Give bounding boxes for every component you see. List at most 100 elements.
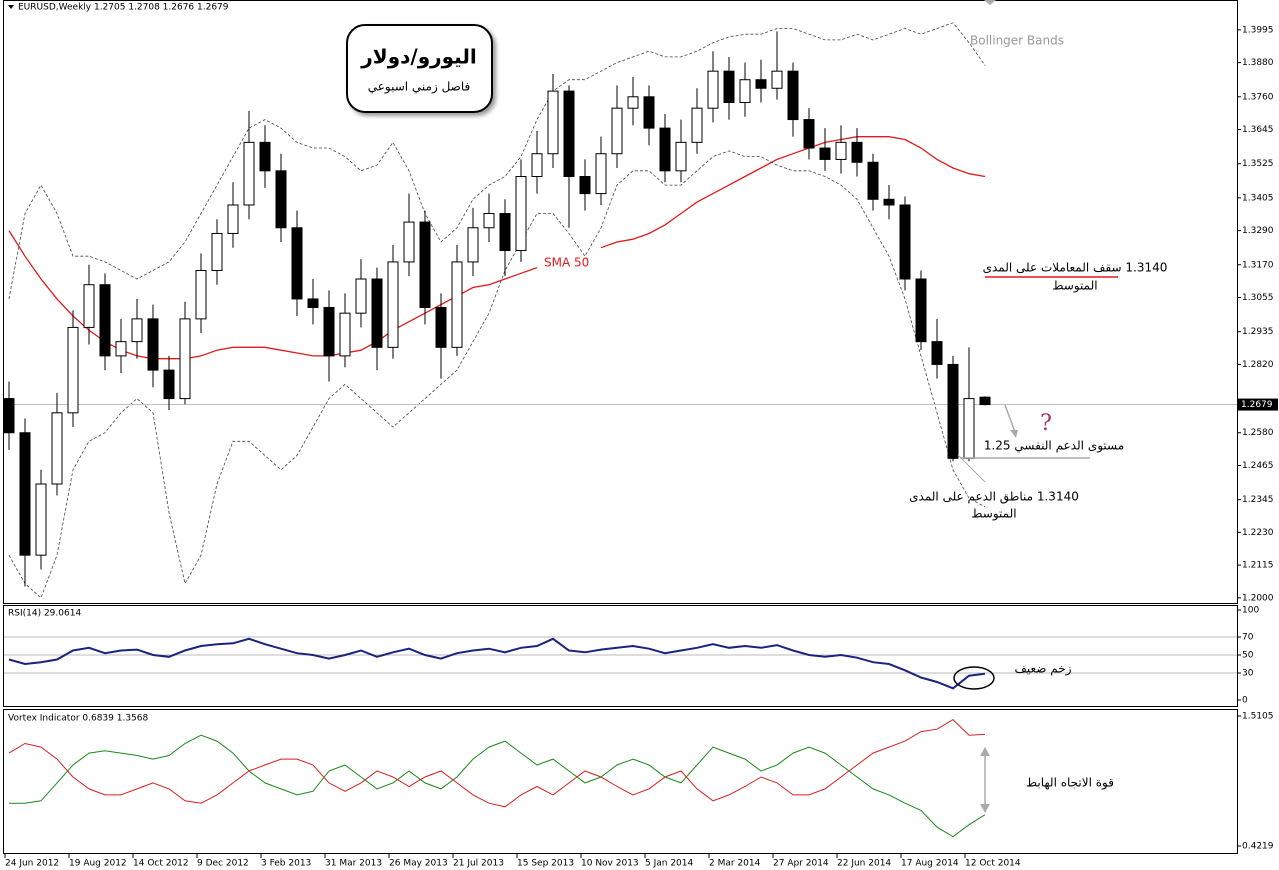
y-tick-label: 0.4219 [1242, 842, 1274, 852]
support-note-2: المتوسط [971, 507, 1016, 522]
bollinger-label: Bollinger Bands [970, 34, 1064, 48]
x-tick-label: 14 Oct 2012 [133, 859, 189, 869]
candle-body [819, 147, 831, 160]
vortex-panel [3, 709, 1238, 854]
candle-body [963, 398, 975, 459]
x-tick-label: 21 Jul 2013 [453, 859, 504, 869]
candle-body [451, 261, 463, 348]
candle-body [867, 161, 879, 200]
candle-body [35, 483, 47, 556]
y-tick-label: 1.3170 [1242, 260, 1274, 270]
moving-average [8, 136, 986, 360]
resistance-note-2: المتوسط [1052, 279, 1097, 294]
bollinger-band [8, 22, 986, 299]
price-panel [3, 0, 1238, 604]
candle-body [787, 70, 799, 121]
candle-body [19, 432, 31, 556]
candle-body [179, 318, 191, 400]
candle-body [419, 221, 431, 308]
candle-body [563, 90, 575, 178]
candle-body [979, 396, 991, 406]
y-tick-label: 1.3525 [1242, 159, 1274, 169]
candle-body [259, 141, 271, 172]
y-tick-label: 1.5105 [1242, 712, 1274, 722]
candle-body [147, 318, 159, 371]
candle-body [227, 204, 239, 234]
header-arrow [8, 5, 14, 9]
candle-body [851, 141, 863, 163]
x-tick-label: 17 Aug 2014 [901, 859, 959, 869]
candle-body [371, 278, 383, 348]
candle-body [755, 79, 767, 89]
title-sub: فاصل زمني اسبوعي [368, 80, 471, 95]
x-tick-label: 15 Sep 2013 [517, 859, 574, 869]
candle-body [291, 227, 303, 300]
candle-body [275, 170, 287, 229]
question-mark: ? [1040, 411, 1052, 436]
y-tick-label: 1.3880 [1242, 58, 1274, 68]
last-price-box [1238, 398, 1278, 411]
y-tick-label: 30 [1242, 669, 1254, 679]
y-tick-label: 1.2820 [1242, 360, 1274, 370]
x-tick-label: 2 Mar 2014 [709, 859, 761, 869]
rsi-title: RSI(14) 29.0614 [8, 609, 81, 619]
candle-body [51, 412, 63, 485]
candle-body [659, 127, 671, 172]
indicator-line [8, 637, 986, 690]
candle-body [83, 284, 95, 328]
candle-body [211, 232, 223, 271]
candle-body [835, 141, 847, 160]
candle-body [803, 119, 815, 149]
x-tick-label: 31 Mar 2013 [325, 859, 382, 869]
candle-body [467, 227, 479, 263]
title-main: اليورو/دولار [360, 45, 476, 69]
candle-body [723, 70, 735, 103]
candle-body [355, 278, 367, 314]
candle-body [515, 176, 527, 252]
candle-body [243, 141, 255, 206]
y-tick-label: 1.2580 [1242, 428, 1274, 438]
bollinger-band [8, 150, 986, 599]
support-note: 1.3140 مناطق الدعم على المدى [909, 490, 1079, 505]
candle-body [579, 176, 591, 195]
y-tick-label: 1.3290 [1242, 226, 1274, 236]
x-tick-label: 19 Aug 2012 [69, 859, 127, 869]
candle-body [339, 312, 351, 357]
vortex-arrow-up [980, 747, 990, 756]
y-tick-label: 1.2465 [1242, 461, 1274, 471]
candle-body [163, 369, 175, 400]
y-tick-label: 70 [1242, 633, 1254, 643]
candle-body [643, 96, 655, 129]
y-tick-label: 1.3995 [1242, 25, 1274, 35]
candle-body [707, 70, 719, 109]
candle-body [99, 284, 111, 357]
y-tick-label: 1.2230 [1242, 528, 1274, 538]
candle-body [595, 153, 607, 195]
candle-body [115, 341, 127, 357]
y-tick-label: 1.3055 [1242, 293, 1274, 303]
x-tick-label: 24 Jun 2012 [5, 859, 59, 869]
candle-body [771, 70, 783, 89]
title-box [346, 24, 493, 113]
y-tick-label: 50 [1242, 651, 1254, 661]
x-tick-label: 3 Feb 2013 [261, 859, 311, 869]
arrow [1004, 404, 1016, 433]
plot-layer: 1.2000 1.2115 1.2230 1.2345 1.2465 1.2580 1.28… [3, 22, 1278, 869]
x-tick-label: 27 Apr 2014 [773, 859, 829, 869]
support-pointer [957, 454, 986, 483]
candle-body [499, 213, 511, 252]
y-tick-label: 0 [1242, 696, 1248, 706]
candle-body [883, 198, 895, 206]
y-tick-label: 100 [1242, 606, 1259, 616]
indicator-line [8, 718, 986, 808]
candle-body [131, 318, 143, 343]
indicator-line [9, 734, 986, 838]
y-tick-label: 1.2115 [1242, 561, 1274, 571]
candle-body [691, 107, 703, 143]
chart-header: EURUSD,Weekly 1.2705 1.2708 1.2676 1.267… [18, 3, 229, 13]
resistance-note: 1.3140 سقف المعاملات على المدى [983, 261, 1168, 275]
candle-body [403, 221, 415, 263]
rsi-highlight [953, 666, 995, 690]
